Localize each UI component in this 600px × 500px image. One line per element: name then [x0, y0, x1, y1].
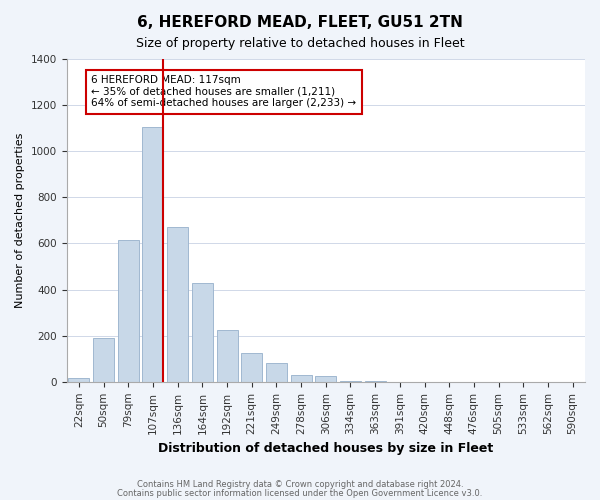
Bar: [142, 127, 163, 382]
Bar: [340, 380, 361, 382]
Bar: [290, 375, 311, 382]
Bar: [266, 364, 287, 382]
Bar: [167, 228, 188, 382]
Text: Contains HM Land Registry data © Crown copyright and database right 2024.: Contains HM Land Registry data © Crown c…: [137, 480, 463, 489]
Y-axis label: Number of detached properties: Number of detached properties: [15, 132, 25, 308]
Bar: [118, 240, 139, 382]
Bar: [315, 376, 336, 382]
X-axis label: Distribution of detached houses by size in Fleet: Distribution of detached houses by size …: [158, 442, 493, 455]
Bar: [192, 282, 213, 382]
Text: Size of property relative to detached houses in Fleet: Size of property relative to detached ho…: [136, 38, 464, 51]
Bar: [68, 378, 89, 382]
Bar: [93, 338, 114, 382]
Bar: [217, 330, 238, 382]
Text: 6, HEREFORD MEAD, FLEET, GU51 2TN: 6, HEREFORD MEAD, FLEET, GU51 2TN: [137, 15, 463, 30]
Bar: [241, 353, 262, 382]
Bar: [365, 380, 386, 382]
Text: Contains public sector information licensed under the Open Government Licence v3: Contains public sector information licen…: [118, 488, 482, 498]
Text: 6 HEREFORD MEAD: 117sqm
← 35% of detached houses are smaller (1,211)
64% of semi: 6 HEREFORD MEAD: 117sqm ← 35% of detache…: [91, 75, 356, 108]
